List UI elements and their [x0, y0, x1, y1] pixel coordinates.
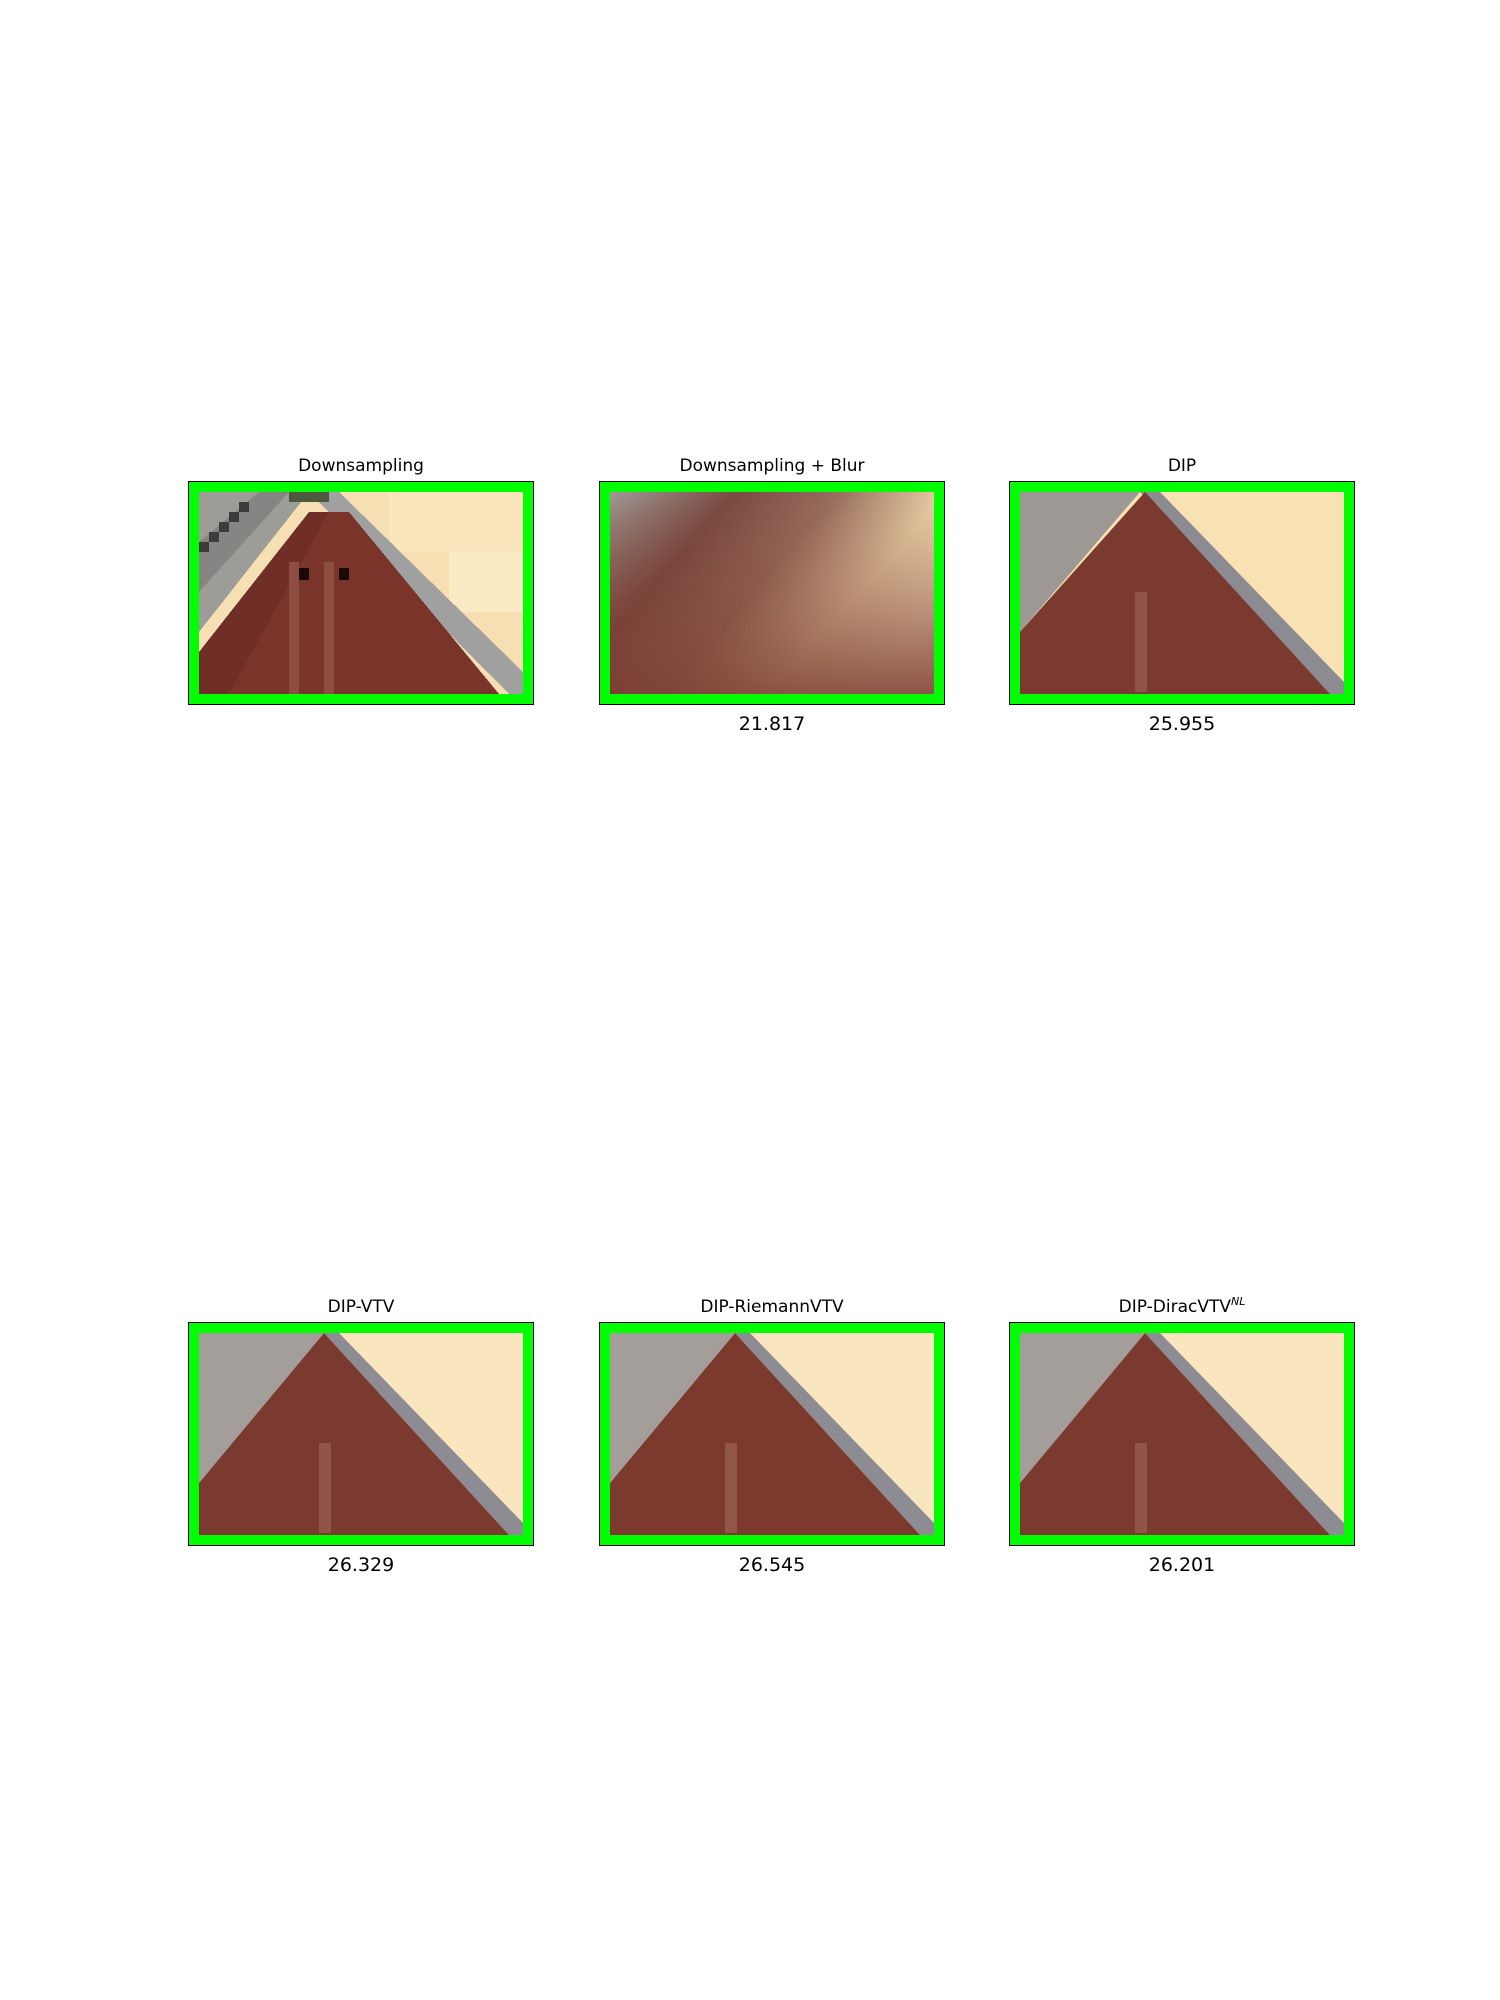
image-crop — [188, 481, 534, 705]
image-crop — [1009, 481, 1355, 705]
psnr-value: 25.955 — [1148, 713, 1216, 735]
title-superscript: NL — [1230, 1295, 1246, 1308]
image-crop — [599, 481, 945, 705]
psnr-value: 26.329 — [327, 1554, 395, 1576]
image-crop — [188, 1322, 534, 1546]
psnr-value: 21.817 — [738, 713, 806, 735]
house-roof-image — [1010, 1323, 1354, 1545]
panel-title: DIP — [1167, 456, 1197, 476]
panel-title: DIP-DiracVTVNL — [1118, 1295, 1246, 1317]
house-roof-image — [189, 1323, 533, 1545]
psnr-value: 26.545 — [738, 1554, 806, 1576]
house-roof-image — [600, 1323, 944, 1545]
panel-title: DIP-RiemannVTV — [700, 1297, 844, 1317]
image-crop — [1009, 1322, 1355, 1546]
house-roof-image — [1010, 482, 1354, 704]
panel-title: Downsampling + Blur — [679, 456, 865, 476]
house-roof-image — [600, 482, 944, 704]
house-roof-image — [189, 482, 533, 704]
image-crop — [599, 1322, 945, 1546]
panel-title: Downsampling — [298, 456, 424, 476]
psnr-value: 26.201 — [1148, 1554, 1216, 1576]
panel-title: DIP-VTV — [327, 1297, 395, 1317]
